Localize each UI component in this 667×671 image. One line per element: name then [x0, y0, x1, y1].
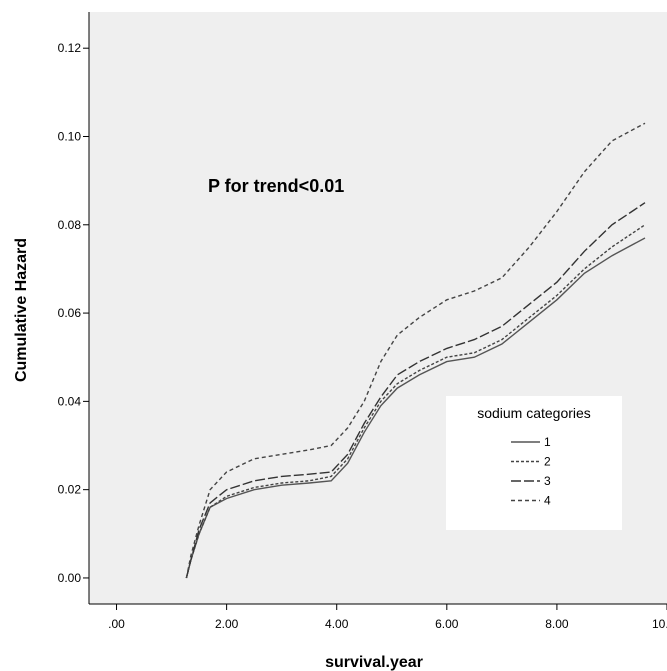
x-axis-title: survival.year [325, 654, 423, 671]
y-tick-label: 0.08 [58, 218, 82, 232]
legend-label-3: 3 [544, 474, 551, 488]
trend-annotation: P for trend<0.01 [208, 176, 344, 196]
x-tick-label: .00 [108, 617, 125, 631]
series-line-1 [185, 237, 646, 579]
y-tick-label: 0.10 [58, 129, 82, 143]
x-tick-label: 2.00 [215, 617, 239, 631]
y-tick-label: 0.02 [58, 483, 82, 497]
y-tick-label: 0.04 [58, 394, 82, 408]
x-tick-label: 4.00 [325, 617, 349, 631]
legend-label-1: 1 [544, 435, 551, 449]
legend-label-2: 2 [544, 455, 551, 469]
series-line-2 [185, 224, 646, 579]
x-tick-label: 6.00 [435, 617, 459, 631]
y-tick-label: 0.12 [58, 41, 82, 55]
x-tick-label: 10.00 [652, 617, 667, 631]
series-layer [185, 122, 646, 579]
ticks-layer: 0.00 0.02 0.04 0.06 0.08 0.10 0.12 .00 2.00 4.00 6… [58, 41, 667, 631]
legend-title: sodium categories [477, 405, 591, 421]
legend: sodium categories 1 2 3 4 [446, 396, 622, 530]
y-tick-label: 0.00 [58, 571, 82, 585]
y-axis-title: Cumulative Hazard [13, 238, 30, 382]
series-line-3 [185, 202, 646, 579]
legend-label-4: 4 [544, 494, 551, 508]
legend-box [446, 396, 622, 530]
legend-entries: 1 2 3 4 [511, 435, 551, 508]
y-tick-label: 0.06 [58, 306, 82, 320]
series-line-4 [185, 122, 646, 579]
x-tick-label: 8.00 [545, 617, 569, 631]
